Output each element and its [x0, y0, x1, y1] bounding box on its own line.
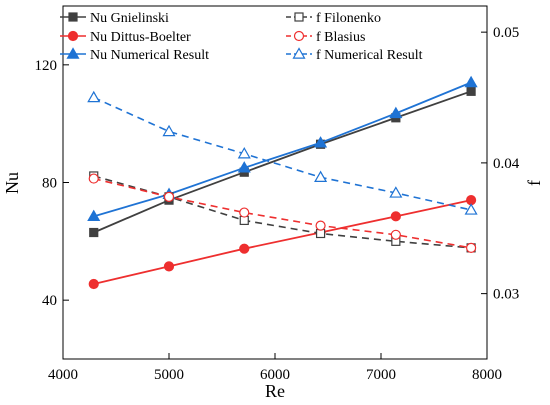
legend-marker [67, 30, 79, 42]
data-point [390, 229, 401, 240]
y-axis-left-label: Nu [2, 172, 22, 194]
data-point [314, 136, 328, 148]
x-tick-label: 5000 [154, 367, 184, 383]
data-point [163, 261, 175, 272]
series-line [93, 199, 472, 285]
data-point [87, 209, 101, 222]
legend-marker [293, 30, 305, 42]
data-point [466, 86, 476, 96]
legend-label: Nu Numerical Result [90, 48, 209, 63]
data-point [466, 242, 477, 253]
legend-label: f Filonenko [316, 11, 381, 26]
y-left-tick-label: 120 [35, 58, 58, 74]
data-point [464, 75, 478, 88]
y-right-tick-label: 0.03 [493, 287, 519, 303]
series-line [93, 90, 472, 234]
legend: Nu Gnielinski Nu Dittus-Boelter Nu Numeric… [60, 11, 423, 63]
series-line [93, 96, 472, 211]
y-left-tick-label: 40 [42, 293, 57, 309]
data-point [389, 186, 403, 198]
legend-item: Nu Numerical Result [60, 47, 209, 63]
data-point [88, 173, 99, 184]
legend-item: f Numerical Result [286, 47, 423, 63]
series-line [93, 81, 472, 218]
x-axis-label: Re [265, 381, 285, 401]
data-point [162, 124, 176, 137]
legend-marker [292, 47, 306, 59]
series-f-blasius [88, 173, 477, 253]
series-layer [87, 75, 478, 290]
axis-ticks: 4000 5000 6000 7000 8000 40 80 120 0.03 0.04 0.05 [35, 25, 520, 383]
data-point [315, 220, 326, 231]
data-point [314, 170, 328, 182]
data-point [89, 227, 99, 238]
y-right-tick-label: 0.04 [493, 156, 520, 172]
series-nu-dittus-boelter [88, 195, 477, 290]
data-point [389, 106, 403, 119]
data-point [88, 278, 99, 290]
legend-label: f Blasius [316, 30, 365, 45]
data-point [237, 147, 251, 159]
legend-label: Nu Dittus-Boelter [90, 30, 191, 45]
series-nu-gnielinski [89, 86, 476, 238]
data-point [239, 207, 250, 218]
x-tick-label: 4000 [48, 367, 78, 383]
legend-marker [68, 12, 78, 22]
data-point [390, 211, 401, 222]
x-tick-label: 8000 [472, 367, 502, 383]
legend-marker [66, 47, 80, 59]
legend-marker [294, 12, 304, 22]
legend-item: Nu Dittus-Boelter [60, 30, 191, 45]
legend-label: Nu Gnielinski [90, 11, 169, 26]
legend-item: f Filonenko [286, 11, 381, 26]
data-point [239, 243, 250, 254]
y-left-tick-label: 80 [42, 176, 57, 192]
data-point [237, 161, 251, 173]
legend-item: Nu Gnielinski [60, 11, 169, 26]
data-point [464, 203, 478, 215]
y-right-tick-label: 0.05 [493, 25, 519, 41]
legend-label: f Numerical Result [316, 48, 423, 63]
series-f-numerical-result [87, 90, 478, 215]
x-tick-label: 6000 [260, 367, 290, 383]
x-tick-label: 7000 [366, 367, 396, 383]
data-point [163, 191, 175, 202]
data-point [87, 90, 101, 103]
series-nu-numerical-result [87, 75, 478, 222]
series-line [93, 177, 472, 249]
y-axis-right-label: f [524, 180, 544, 186]
legend-item: f Blasius [286, 30, 365, 45]
